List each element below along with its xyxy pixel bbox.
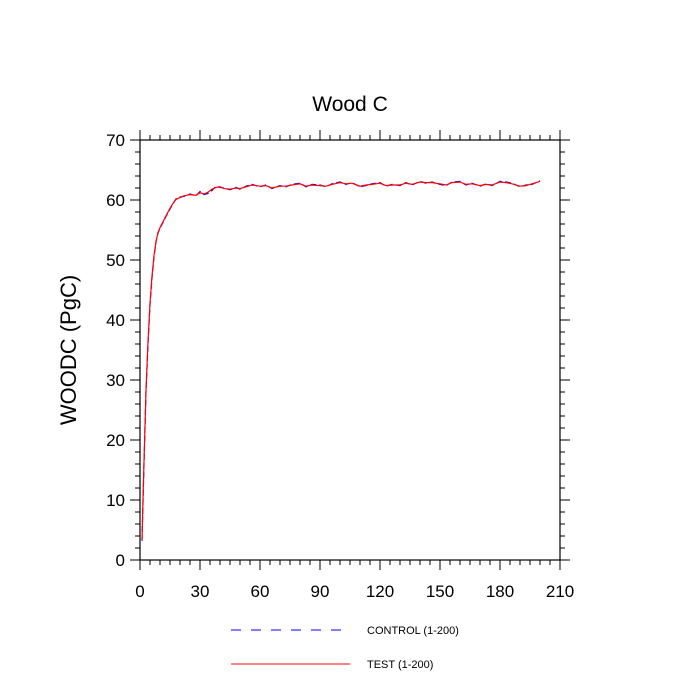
legend: CONTROL (1-200) TEST (1-200)	[231, 625, 459, 671]
x-tick-label: 120	[366, 582, 394, 601]
y-axis-label: WOODC (PgC)	[56, 275, 81, 425]
x-tick-label: 150	[426, 582, 454, 601]
y-tick-labels: 0 10 20 30 40 50 60 70	[106, 131, 125, 570]
y-tick-label: 30	[106, 371, 125, 390]
y-tick-label: 60	[106, 191, 125, 210]
legend-label-control: CONTROL (1-200)	[367, 625, 459, 637]
y-tick-label: 70	[106, 131, 125, 150]
y-tick-label: 10	[106, 491, 125, 510]
x-tick-label: 180	[486, 582, 514, 601]
x-tick-label: 0	[135, 582, 144, 601]
plot-frame	[139, 139, 561, 561]
legend-label-test: TEST (1-200)	[367, 659, 433, 671]
y-tick-label: 40	[106, 311, 125, 330]
series-line-test	[141, 180, 541, 540]
y-tick-label: 0	[116, 551, 125, 570]
plot-lines	[141, 180, 541, 541]
x-tick-label: 30	[191, 582, 210, 601]
x-tick-label: 210	[546, 582, 574, 601]
chart-title: Wood C	[312, 93, 387, 116]
y-tick-label: 50	[106, 251, 125, 270]
x-tick-labels: 0 30 60 90 120 150 180 210	[135, 582, 574, 601]
x-tick-label: 90	[311, 582, 330, 601]
x-tick-label: 60	[251, 582, 270, 601]
series-line-control	[141, 180, 541, 541]
axis-ticks	[130, 130, 570, 570]
y-tick-label: 20	[106, 431, 125, 450]
